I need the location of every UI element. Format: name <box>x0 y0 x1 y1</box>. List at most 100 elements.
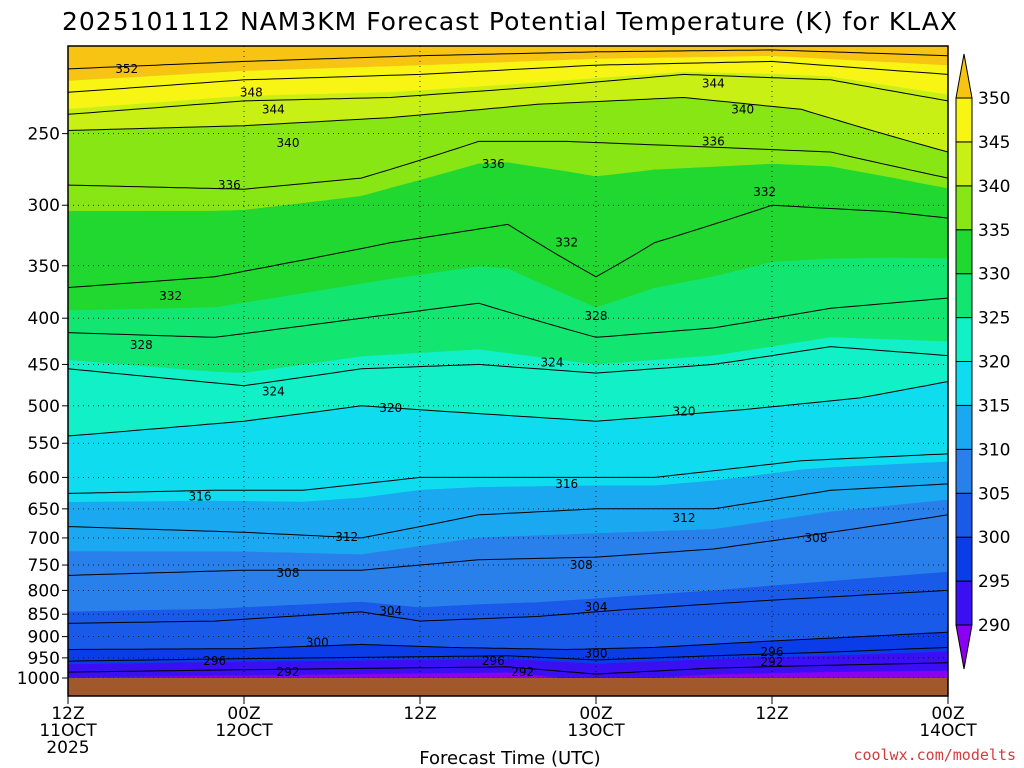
colorbar-label: 295 <box>978 572 1010 592</box>
colorbar-label: 290 <box>978 616 1010 636</box>
contour-label: 296 <box>482 654 505 668</box>
x-axis-label: Forecast Time (UTC) <box>419 748 600 768</box>
contour-label: 300 <box>306 635 329 649</box>
y-tick-label: 700 <box>28 529 60 549</box>
colorbar-label: 315 <box>978 396 1010 416</box>
colorbar-segment <box>955 492 973 538</box>
contour-label: 328 <box>585 309 608 323</box>
y-tick-label: 300 <box>28 196 60 216</box>
y-tick-label: 850 <box>28 605 60 625</box>
colorbar-label: 350 <box>978 89 1010 109</box>
contour-label: 332 <box>555 236 578 250</box>
color-bands <box>68 46 948 678</box>
contour-label: 336 <box>218 178 241 192</box>
contour-label: 320 <box>673 404 696 418</box>
contour-label: 348 <box>240 85 263 99</box>
contour-label: 324 <box>541 356 564 370</box>
colorbar-segment <box>955 317 973 363</box>
x-tick-label: 00Z <box>227 704 260 724</box>
contour-label: 332 <box>159 289 182 303</box>
contour-label: 308 <box>570 558 593 572</box>
contour-line <box>68 662 948 675</box>
contour-label: 320 <box>379 401 402 415</box>
y-tick-label: 900 <box>28 628 60 648</box>
contour-label: 296 <box>761 645 784 659</box>
contour-line <box>68 204 948 289</box>
contour-line <box>68 483 948 539</box>
chart-title: 2025101112 NAM3KM Forecast Potential Tem… <box>62 7 958 36</box>
contour-label: 336 <box>482 157 505 171</box>
y-tick-label: 600 <box>28 468 60 488</box>
contour-label: 292 <box>277 665 300 679</box>
colorbar-extend-bottom <box>955 624 973 670</box>
colorbar-segment <box>955 580 973 626</box>
contour-label: 352 <box>115 62 138 76</box>
contour-label: 304 <box>585 600 608 614</box>
contour-label: 312 <box>673 511 696 525</box>
contour-label: 292 <box>761 655 784 669</box>
y-tick-label: 500 <box>28 397 60 417</box>
contour-label: 336 <box>702 134 725 148</box>
x-tick-label: 00Z <box>931 704 964 724</box>
contour-label: 316 <box>189 490 212 504</box>
y-tick-label: 550 <box>28 434 60 454</box>
contour-label: 292 <box>511 665 534 679</box>
colorbar-label: 305 <box>978 484 1010 504</box>
colorbar-label: 300 <box>978 528 1010 548</box>
x-tick-label: 12Z <box>403 704 436 724</box>
contour-labels: 352 348 344 340 336 332 328 324 320 316 312 308 304 3… <box>115 62 827 679</box>
colorbar-segment <box>955 229 973 275</box>
colorbar-segment <box>955 536 973 582</box>
colorbar-label: 335 <box>978 221 1010 241</box>
contour-label: 324 <box>262 384 285 398</box>
ground-bar <box>68 678 948 696</box>
x-tick-label: 12Z <box>755 704 788 724</box>
contour-label: 304 <box>379 604 402 618</box>
colorbar-segment <box>955 448 973 494</box>
color-band <box>68 46 948 81</box>
x-tick-label: 2025 <box>46 738 89 758</box>
y-axis-ticks: 250 300 350 400 450 500 550 600 650 700 750 800 850 9… <box>17 125 68 689</box>
colorbar-label: 310 <box>978 440 1010 460</box>
contour-line <box>68 73 948 115</box>
y-tick-label: 1000 <box>17 669 60 689</box>
contour-label: 316 <box>555 477 578 491</box>
credit-text: coolwx.com/modelts <box>853 746 1016 764</box>
contour-line <box>68 631 948 651</box>
contour-label: 308 <box>277 566 300 580</box>
colorbar-label: 325 <box>978 309 1010 329</box>
x-tick-label: 13OCT <box>567 721 625 741</box>
x-tick-label: 12Z <box>51 704 84 724</box>
colorbar-segment <box>955 141 973 187</box>
y-tick-label: 450 <box>28 355 60 375</box>
colorbar-segment <box>955 97 973 143</box>
contour-label: 328 <box>130 338 153 352</box>
contour-label: 312 <box>335 530 358 544</box>
x-tick-label: 14OCT <box>919 721 977 741</box>
contour-label: 340 <box>277 136 300 150</box>
contour-line <box>68 514 948 576</box>
gridlines <box>67 46 949 679</box>
contour-label: 344 <box>262 102 285 116</box>
x-tick-label: 12OCT <box>215 721 273 741</box>
colorbar-segment <box>955 404 973 450</box>
contour-line <box>68 453 948 494</box>
colorbar-segment <box>955 361 973 406</box>
colorbar-segment <box>955 273 973 319</box>
colorbar-label: 345 <box>978 133 1010 153</box>
y-tick-label: 800 <box>28 581 60 601</box>
contour-line <box>68 140 948 190</box>
contour-line <box>68 646 948 662</box>
contour-line <box>68 346 948 387</box>
contour-line <box>68 381 948 437</box>
y-tick-label: 400 <box>28 309 60 329</box>
colorbar-label: 340 <box>978 177 1010 197</box>
y-tick-label: 750 <box>28 556 60 576</box>
y-tick-label: 950 <box>28 649 60 669</box>
y-tick-label: 650 <box>28 500 60 520</box>
y-tick-label: 350 <box>28 257 60 277</box>
colorbar-extend-top <box>955 53 973 99</box>
contour-line <box>68 589 948 624</box>
